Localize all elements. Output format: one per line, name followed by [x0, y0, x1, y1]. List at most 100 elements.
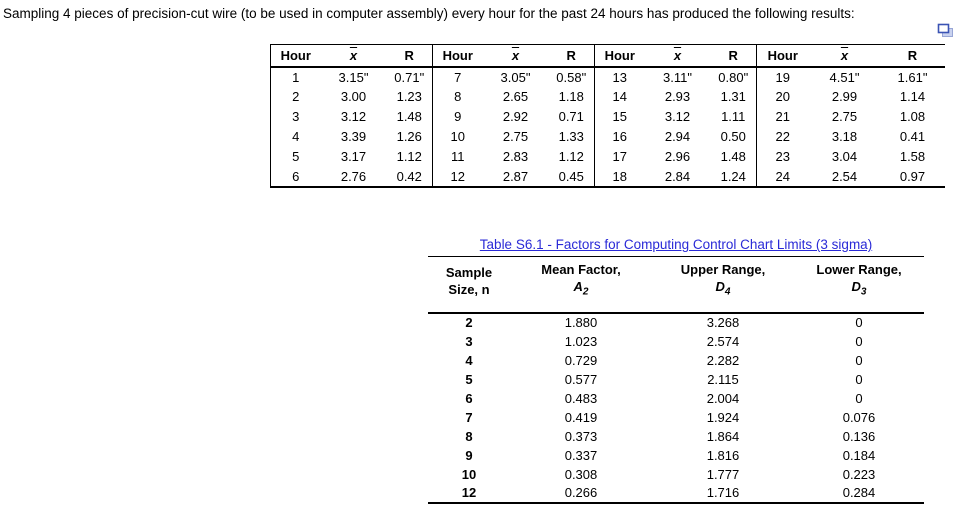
samples-col-r: R — [880, 44, 945, 68]
factors-col-mean-factor: Mean Factor, A2 — [510, 256, 652, 314]
cell-d4: 1.864 — [706, 428, 740, 444]
cell-d3: 0.076 — [842, 409, 876, 425]
samples-row: 2 3.00 1.23 8 2.65 1.18 14 2.93 1.31 20 … — [270, 86, 945, 107]
cell-a2: 0.729 — [564, 352, 598, 368]
cell-hour: 15 — [594, 106, 645, 127]
cell-d3: 0 — [855, 333, 863, 349]
symbol-d4-sub: 4 — [724, 286, 731, 298]
factors-col-sample-size: Sample Size, n — [428, 256, 510, 314]
samples-col-hour: Hour — [594, 44, 645, 68]
factors-col-upper-range: Upper Range, D4 — [652, 256, 794, 314]
cell-n: 8 — [465, 428, 473, 444]
cell-xbar: 2.96 — [664, 149, 691, 164]
cell-d4: 1.816 — [706, 447, 740, 463]
cell-a2: 0.419 — [564, 409, 598, 425]
cell-hour: 5 — [270, 146, 321, 167]
cell-n: 6 — [465, 390, 473, 406]
cell-a2: 1.023 — [564, 333, 598, 349]
cell-xbar: 2.83 — [502, 149, 529, 164]
cell-n: 4 — [465, 352, 473, 368]
cell-n: 9 — [465, 447, 473, 463]
cell-r: 1.08 — [899, 109, 926, 124]
cell-hour: 14 — [594, 86, 645, 107]
samples-col-xbar: x — [482, 44, 549, 68]
cell-a2: 0.337 — [564, 447, 598, 463]
cell-xbar: 2.84 — [664, 168, 691, 184]
cell-r: 1.12 — [558, 149, 584, 164]
cell-a2: 0.373 — [564, 428, 598, 444]
cell-r: 1.58 — [899, 149, 926, 164]
cell-hour: 10 — [432, 126, 483, 147]
cell-n: 5 — [465, 371, 473, 387]
cell-r: 1.48 — [396, 109, 422, 124]
cell-n: 2 — [465, 315, 473, 331]
cell-xbar: 2.93 — [664, 89, 691, 104]
factors-row: 4 0.729 2.282 0 — [428, 351, 924, 370]
cell-hour: 17 — [594, 146, 645, 167]
samples-header-row: Hour x R Hour x R Hour x R Hour x R — [270, 44, 945, 68]
cell-hour: 18 — [594, 166, 645, 187]
cell-d4: 1.924 — [706, 409, 740, 425]
factors-row: 6 0.483 2.004 0 — [428, 389, 924, 408]
cell-xbar: 3.12 — [340, 109, 367, 124]
samples-col-hour: Hour — [756, 44, 809, 68]
cell-xbar: 2.87 — [502, 168, 529, 184]
cell-xbar: 3.17 — [340, 149, 367, 164]
samples-row: 1 3.15" 0.71" 7 3.05" 0.58" 13 3.11" 0.8… — [270, 66, 945, 87]
factors-table: Sample Size, n Mean Factor, A2 Upper Ran… — [428, 256, 924, 504]
cell-r: 0.97 — [899, 168, 926, 184]
symbol-d4: D — [715, 279, 725, 294]
samples-row: 5 3.17 1.12 11 2.83 1.12 17 2.96 1.48 23… — [270, 146, 945, 167]
header-line: Sample — [445, 264, 493, 280]
cell-r: 1.18 — [558, 89, 584, 104]
cell-r: 1.61" — [897, 69, 928, 85]
symbol-d3: D — [851, 279, 861, 294]
cell-n: 3 — [465, 333, 473, 349]
cell-xbar: 4.51" — [829, 69, 860, 85]
cell-r: 1.14 — [899, 89, 926, 104]
factors-row: 8 0.373 1.864 0.136 — [428, 427, 924, 446]
factors-table-title: Table S6.1 - Factors for Computing Contr… — [428, 237, 924, 252]
cell-hour: 12 — [432, 166, 483, 187]
cell-d3: 0.184 — [842, 447, 876, 463]
factors-col-lower-range: Lower Range, D3 — [794, 256, 924, 314]
cell-hour: 9 — [432, 106, 483, 127]
cell-xbar: 2.76 — [340, 168, 367, 184]
cell-d3: 0.223 — [842, 466, 876, 482]
factors-table-link[interactable]: Table S6.1 - Factors for Computing Contr… — [479, 237, 873, 252]
header-line: Upper Range, — [680, 262, 766, 277]
cell-r: 1.24 — [720, 168, 746, 184]
cell-hour: 3 — [270, 106, 321, 127]
samples-col-r: R — [548, 44, 595, 68]
header-line: Size, n — [448, 281, 490, 297]
cell-xbar: 3.00 — [340, 89, 367, 104]
copy-icon[interactable] — [937, 23, 954, 39]
cell-a2: 0.577 — [564, 371, 598, 387]
samples-table: Hour x R Hour x R Hour x R Hour x R 1 3.… — [270, 44, 945, 188]
cell-xbar: 3.05" — [500, 69, 531, 85]
cell-r: 1.23 — [396, 89, 422, 104]
cell-a2: 0.266 — [564, 485, 598, 501]
cell-xbar: 2.99 — [831, 89, 858, 104]
cell-r: 1.26 — [396, 129, 422, 144]
samples-row: 6 2.76 0.42 12 2.87 0.45 18 2.84 1.24 24… — [270, 166, 945, 187]
cell-d4: 2.574 — [706, 333, 740, 349]
cell-hour: 20 — [756, 86, 809, 107]
cell-xbar: 2.92 — [502, 109, 529, 124]
cell-hour: 1 — [270, 66, 321, 87]
cell-a2: 0.308 — [564, 466, 598, 482]
symbol-a2: A — [573, 279, 583, 294]
cell-d3: 0.284 — [842, 485, 876, 501]
symbol-d3-sub: 3 — [860, 286, 867, 298]
samples-col-xbar: x — [320, 44, 387, 68]
cell-d3: 0 — [855, 390, 863, 406]
duplicate-window-icon — [937, 23, 953, 37]
cell-xbar: 2.54 — [831, 168, 858, 184]
cell-d3: 0 — [855, 315, 863, 331]
cell-d4: 3.268 — [706, 315, 740, 331]
factors-row: 7 0.419 1.924 0.076 — [428, 408, 924, 427]
samples-col-r: R — [386, 44, 433, 68]
cell-d3: 0.136 — [842, 428, 876, 444]
cell-xbar: 2.94 — [664, 129, 691, 144]
intro-text: Sampling 4 pieces of precision-cut wire … — [3, 6, 855, 21]
